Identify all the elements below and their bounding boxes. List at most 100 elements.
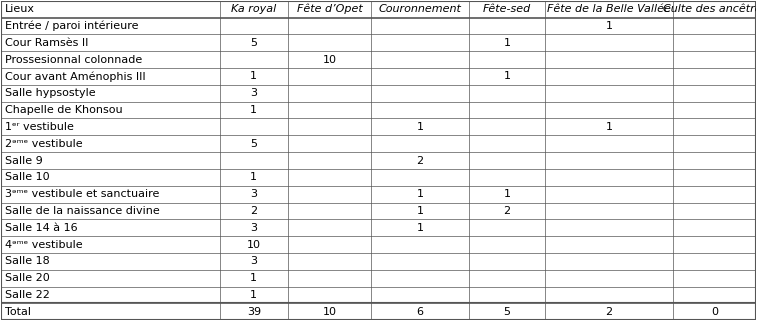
Bar xyxy=(220,186,288,203)
Bar xyxy=(220,34,288,51)
Text: Salle de la naissance divine: Salle de la naissance divine xyxy=(5,206,160,216)
Text: Prossesionnal colonnade: Prossesionnal colonnade xyxy=(5,55,142,65)
Bar xyxy=(220,219,288,236)
Bar xyxy=(469,186,545,203)
Bar xyxy=(673,34,756,51)
Bar xyxy=(371,18,469,34)
Bar xyxy=(288,34,371,51)
Text: Salle 9: Salle 9 xyxy=(5,155,43,166)
Text: 1: 1 xyxy=(606,21,612,31)
Bar xyxy=(288,118,371,135)
Bar xyxy=(371,34,469,51)
Bar xyxy=(220,203,288,219)
Text: Salle 20: Salle 20 xyxy=(5,273,50,283)
Text: Ka royal: Ka royal xyxy=(231,4,276,14)
Text: 1: 1 xyxy=(416,189,424,199)
Bar xyxy=(545,270,673,287)
Text: 10: 10 xyxy=(322,307,336,317)
Bar xyxy=(545,1,673,18)
Text: 5: 5 xyxy=(251,139,257,149)
Bar xyxy=(673,118,756,135)
Bar xyxy=(220,51,288,68)
Bar xyxy=(673,102,756,118)
Text: 39: 39 xyxy=(247,307,261,317)
Bar xyxy=(1,203,220,219)
Text: 2ᵊᵐᵉ vestibule: 2ᵊᵐᵉ vestibule xyxy=(5,139,83,149)
Bar xyxy=(545,68,673,85)
Bar xyxy=(220,152,288,169)
Bar xyxy=(288,287,371,303)
Text: 3: 3 xyxy=(251,256,257,266)
Bar xyxy=(288,253,371,270)
Bar xyxy=(673,135,756,152)
Bar xyxy=(469,152,545,169)
Bar xyxy=(545,236,673,253)
Text: 2: 2 xyxy=(251,206,257,216)
Bar xyxy=(1,253,220,270)
Text: Fête-sed: Fête-sed xyxy=(483,4,531,14)
Bar xyxy=(673,253,756,270)
Bar xyxy=(371,219,469,236)
Bar xyxy=(371,203,469,219)
Text: 1: 1 xyxy=(251,71,257,82)
Text: Entrée / paroi intérieure: Entrée / paroi intérieure xyxy=(5,21,139,31)
Bar xyxy=(1,118,220,135)
Text: 1: 1 xyxy=(416,122,424,132)
Text: 1: 1 xyxy=(251,105,257,115)
Bar xyxy=(545,203,673,219)
Bar xyxy=(469,1,545,18)
Bar xyxy=(288,270,371,287)
Bar xyxy=(371,152,469,169)
Bar xyxy=(1,236,220,253)
Text: 1: 1 xyxy=(503,189,510,199)
Text: 1: 1 xyxy=(503,71,510,82)
Bar xyxy=(545,118,673,135)
Bar xyxy=(1,287,220,303)
Bar xyxy=(371,1,469,18)
Bar xyxy=(1,219,220,236)
Text: 4ᵊᵐᵉ vestibule: 4ᵊᵐᵉ vestibule xyxy=(5,239,83,250)
Bar xyxy=(545,18,673,34)
Text: Couronnement: Couronnement xyxy=(378,4,462,14)
Bar xyxy=(469,85,545,102)
Bar xyxy=(469,102,545,118)
Text: 1: 1 xyxy=(416,206,424,216)
Text: Salle 10: Salle 10 xyxy=(5,172,50,182)
Bar xyxy=(469,253,545,270)
Bar xyxy=(469,236,545,253)
Text: 10: 10 xyxy=(247,239,261,250)
Bar xyxy=(1,18,220,34)
Bar xyxy=(673,68,756,85)
Bar xyxy=(469,287,545,303)
Bar xyxy=(220,270,288,287)
Bar xyxy=(371,51,469,68)
Text: Chapelle de Khonsou: Chapelle de Khonsou xyxy=(5,105,123,115)
Bar xyxy=(371,270,469,287)
Bar xyxy=(288,203,371,219)
Bar xyxy=(1,68,220,85)
Bar xyxy=(288,152,371,169)
Bar xyxy=(469,303,545,320)
Bar xyxy=(220,1,288,18)
Bar xyxy=(288,102,371,118)
Bar xyxy=(469,118,545,135)
Bar xyxy=(371,287,469,303)
Bar xyxy=(288,85,371,102)
Bar xyxy=(220,85,288,102)
Bar xyxy=(469,135,545,152)
Bar xyxy=(288,68,371,85)
Bar xyxy=(545,287,673,303)
Text: Fête de la Belle Vallée: Fête de la Belle Vallée xyxy=(547,4,671,14)
Text: Fête d’Opet: Fête d’Opet xyxy=(297,4,363,14)
Bar xyxy=(469,34,545,51)
Bar xyxy=(1,152,220,169)
Bar xyxy=(469,219,545,236)
Bar xyxy=(673,236,756,253)
Text: 0: 0 xyxy=(712,307,718,317)
Text: 5: 5 xyxy=(503,307,510,317)
Bar xyxy=(220,135,288,152)
Text: 1: 1 xyxy=(503,38,510,48)
Bar xyxy=(545,51,673,68)
Bar xyxy=(288,236,371,253)
Bar xyxy=(220,236,288,253)
